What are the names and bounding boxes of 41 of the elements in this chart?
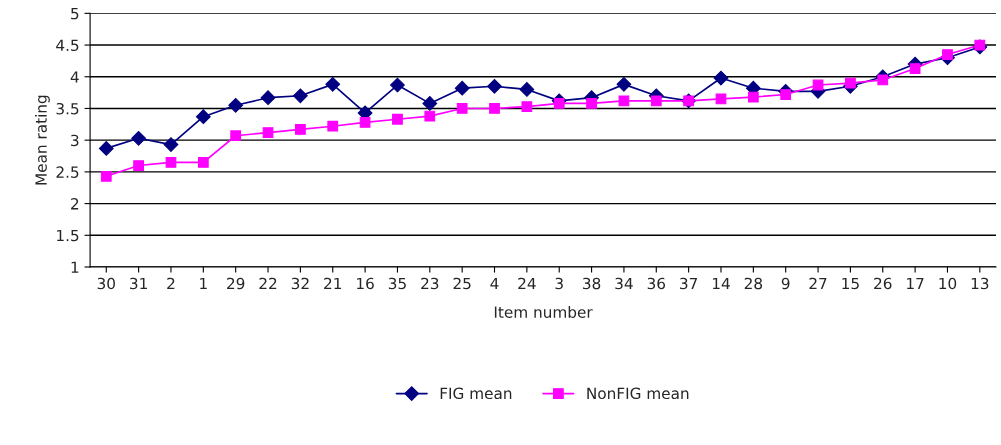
x-tick-label: 29 (227, 277, 245, 290)
y-tick-label: 2 (71, 198, 79, 210)
x-tick-label: 17 (907, 277, 924, 290)
x-tick-label: 37 (680, 277, 698, 290)
x-tick-label: 3 (555, 277, 563, 290)
x-tick-label: 38 (583, 277, 601, 290)
y-tick-label: 3.5 (56, 102, 79, 115)
x-axis-title: Item number (494, 306, 593, 318)
x-tick-label: 36 (647, 277, 666, 290)
y-tick-label: 5 (71, 8, 79, 20)
x-tick-label: 34 (615, 277, 633, 290)
x-tick-label: 4 (490, 277, 499, 290)
x-tick-label: 28 (744, 277, 763, 290)
x-tick-label: 15 (842, 277, 859, 290)
x-tick-label: 23 (421, 277, 439, 290)
x-tick-label: 16 (357, 277, 374, 290)
y-tick-label: 4 (70, 71, 79, 83)
y-tick-label: 2.5 (56, 166, 79, 178)
x-tick-label: 31 (130, 277, 147, 290)
x-tick-label: 26 (874, 277, 892, 290)
y-tick-label: 3 (71, 134, 79, 147)
y-axis-title: Mean rating (35, 95, 50, 185)
x-tick-label: 24 (518, 277, 536, 290)
x-tick-label: 32 (291, 277, 309, 290)
legend-label: NonFIG mean (587, 387, 689, 400)
x-tick-label: 2 (167, 277, 175, 290)
legend-label: FIG mean (440, 387, 512, 400)
y-tick-label: 1.5 (57, 229, 79, 242)
y-tick-label: 4.5 (56, 39, 79, 52)
x-tick-label: 9 (781, 277, 790, 290)
x-tick-label: 21 (324, 277, 342, 290)
x-tick-label: 13 (971, 277, 989, 290)
x-tick-label: 14 (712, 277, 730, 290)
x-tick-label: 27 (809, 277, 827, 290)
x-tick-label: 10 (939, 277, 957, 290)
x-tick-label: 25 (453, 277, 471, 290)
x-tick-label: 1 (200, 277, 207, 290)
x-tick-label: 35 (388, 277, 406, 290)
x-tick-label: 30 (97, 277, 115, 290)
x-tick-label: 22 (259, 277, 277, 290)
y-tick-label: 1 (71, 261, 79, 273)
